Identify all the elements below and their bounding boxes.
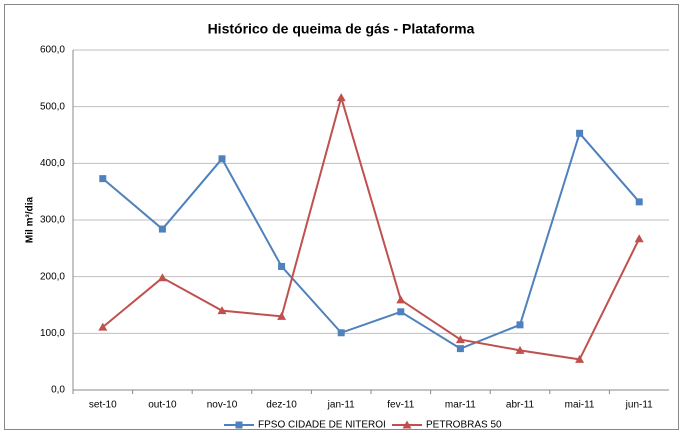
x-tick-label: jan-11 (327, 400, 355, 411)
x-tick-label: dez-10 (266, 400, 297, 411)
chart-title: Histórico de queima de gás - Plataforma (208, 21, 475, 37)
data-point (515, 345, 525, 354)
x-tick-label: mar-11 (445, 400, 476, 411)
legend-marker (235, 421, 243, 429)
y-axis-label: Mil m³/dia (25, 197, 36, 244)
y-tick-label: 400,0 (40, 158, 65, 169)
x-tick-label: nov-10 (207, 400, 238, 411)
y-tick-label: 600,0 (40, 45, 65, 56)
data-point (516, 321, 524, 329)
chart-border (4, 4, 679, 430)
data-point (455, 335, 465, 344)
data-point (397, 308, 405, 316)
data-point (278, 262, 286, 270)
data-point (575, 354, 585, 363)
legend-marker (402, 420, 412, 429)
data-point (337, 329, 345, 337)
data-point (576, 129, 584, 137)
legend-label: FPSO CIDADE DE NITEROI (258, 420, 386, 431)
series-line (102, 131, 640, 350)
data-point (456, 345, 464, 353)
y-tick-label: 100,0 (40, 328, 65, 339)
y-tick-label: 200,0 (40, 271, 65, 282)
data-point (634, 234, 644, 243)
x-tick-label: out-10 (148, 400, 177, 411)
data-point (157, 273, 167, 282)
y-tick-label: 500,0 (40, 101, 65, 112)
data-point (396, 295, 406, 304)
data-point (635, 198, 643, 206)
x-tick-label: set-10 (89, 400, 117, 411)
series-line (102, 93, 641, 361)
y-tick-label: 300,0 (40, 215, 65, 226)
x-tick-label: jun-11 (625, 400, 653, 411)
data-point (277, 311, 287, 320)
data-point (217, 306, 227, 315)
data-point (336, 93, 346, 102)
x-tick-label: fev-11 (387, 400, 414, 411)
x-tick-label: mai-11 (565, 400, 595, 411)
y-tick-label: 0,0 (51, 385, 65, 396)
x-tick-label: abr-11 (506, 400, 535, 411)
legend-label: PETROBRAS 50 (426, 420, 502, 431)
data-point (98, 322, 108, 331)
data-point (99, 175, 107, 183)
data-point (218, 155, 226, 163)
data-point (158, 225, 166, 233)
